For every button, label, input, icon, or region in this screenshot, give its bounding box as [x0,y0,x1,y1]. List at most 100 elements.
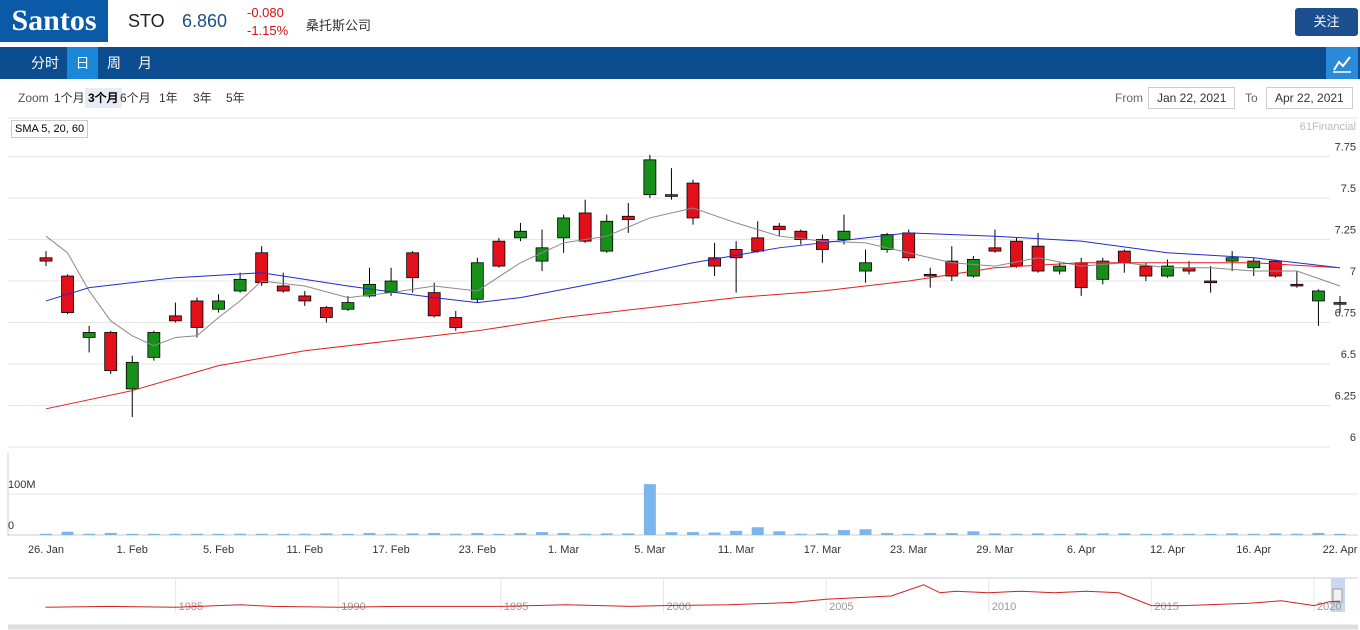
volume-bar [428,532,441,535]
navigator-tick-label: 2010 [992,601,1016,613]
candle-body [966,259,980,277]
volume-bar [341,533,354,535]
volume-bar [385,533,398,535]
period-tab[interactable]: 日 [67,47,98,79]
candle-body [147,332,161,358]
volume-bar [212,533,225,535]
candle-body [1204,280,1217,284]
y-tick-label: 7.25 [1335,225,1356,237]
volume-bar [104,532,117,535]
volume-bar [665,532,678,535]
volume-bar [687,532,699,535]
x-tick-label: 1. Mar [548,544,580,556]
volume-bar [816,533,829,535]
zoom-option[interactable]: 1个月 [54,91,85,105]
x-tick-label: 5. Feb [203,544,234,556]
x-tick-label: 11. Mar [718,544,755,556]
volume-bar [1312,532,1325,535]
volume-bar [61,531,74,535]
volume-bar [1139,533,1152,535]
volume-bar [1247,533,1260,535]
volume-bar [557,532,570,535]
sma-line [45,207,1341,347]
period-tab[interactable]: 分时 [31,55,59,71]
volume-bar [255,533,268,535]
y-tick-label: 7.5 [1341,183,1356,195]
candle-body [643,159,657,196]
candle-body [233,278,247,292]
candle-body [39,257,53,262]
navigator-line [45,584,1341,608]
candle-body [104,332,118,372]
chart-type-button[interactable] [1326,47,1358,79]
candle-body [988,247,1002,252]
candle-body [1117,250,1131,264]
volume-bar [40,533,52,535]
zoom-option[interactable]: 3年 [193,91,212,105]
volume-bar [1290,533,1303,535]
period-tab[interactable]: 月 [138,55,152,71]
candle-body [945,260,959,277]
credit: 61Financial [1300,121,1356,133]
volume-bar [730,530,743,535]
volume-bar [794,533,807,535]
volume-bar [298,533,311,535]
zoom-label: Zoom [18,91,49,105]
x-tick-label: 29. Mar [976,544,1014,556]
zoom-option[interactable]: 5年 [226,91,245,105]
zoom-option[interactable]: 1年 [159,91,178,105]
candle-body [708,257,721,267]
candle-body [665,194,678,197]
change-pct: -1.15% [247,23,289,38]
volume-bar [1010,533,1023,535]
x-tick-label: 17. Feb [372,544,409,556]
chart-icon [1333,56,1351,73]
candle-body [578,212,592,242]
navigator-handle[interactable] [1332,588,1343,603]
candle-body [1053,265,1067,272]
sma-line [45,262,1341,410]
candle-body [168,315,182,322]
volume-bar [773,531,786,535]
candle-body [406,252,420,279]
volume-bar [643,484,656,535]
volume-bar [859,529,872,535]
volume-bar [277,533,290,535]
zoom-option[interactable]: 6个月 [120,91,151,105]
sma-line [45,232,1341,304]
candle-body [212,300,225,310]
y-tick-label: 7 [1350,266,1356,278]
volume-bar [1269,533,1282,535]
candle-body [557,217,570,239]
candle-body [125,361,139,390]
candle-body [255,252,269,284]
volume-bar [169,533,182,535]
candle-body [514,230,527,239]
x-tick-label: 26. Jan [28,544,64,556]
volume-bar [471,532,484,535]
candle-body [686,182,700,219]
volume-tick-label: 0 [8,520,14,532]
to-input[interactable]: Apr 22, 2021 [1266,87,1353,109]
volume-tick-label: 100M [8,479,36,491]
candle-body [923,273,937,277]
y-tick-label: 6.75 [1335,308,1356,320]
candle-body [319,307,333,318]
candle-body [1139,265,1153,277]
zoom-option[interactable]: 3个月 [85,88,122,108]
header: Santos STO 6.860 -0.080 -1.15% 桑托斯公司 关注 [0,0,1360,46]
from-input[interactable]: Jan 22, 2021 [1148,87,1236,109]
candle-body [1161,265,1174,277]
volume-bar [126,533,139,535]
candle-body [1096,260,1110,280]
navigator-tick-label: 2005 [829,601,853,613]
logo: Santos [0,0,108,42]
volume-bar [1204,533,1217,535]
follow-button[interactable]: 关注 [1295,8,1358,36]
volume-bar [1334,533,1346,535]
period-bar: 分时 日 周 月 [0,47,1360,79]
x-tick-label: 6. Apr [1067,544,1096,556]
candle-body [1312,290,1325,302]
period-tab[interactable]: 周 [107,55,121,71]
